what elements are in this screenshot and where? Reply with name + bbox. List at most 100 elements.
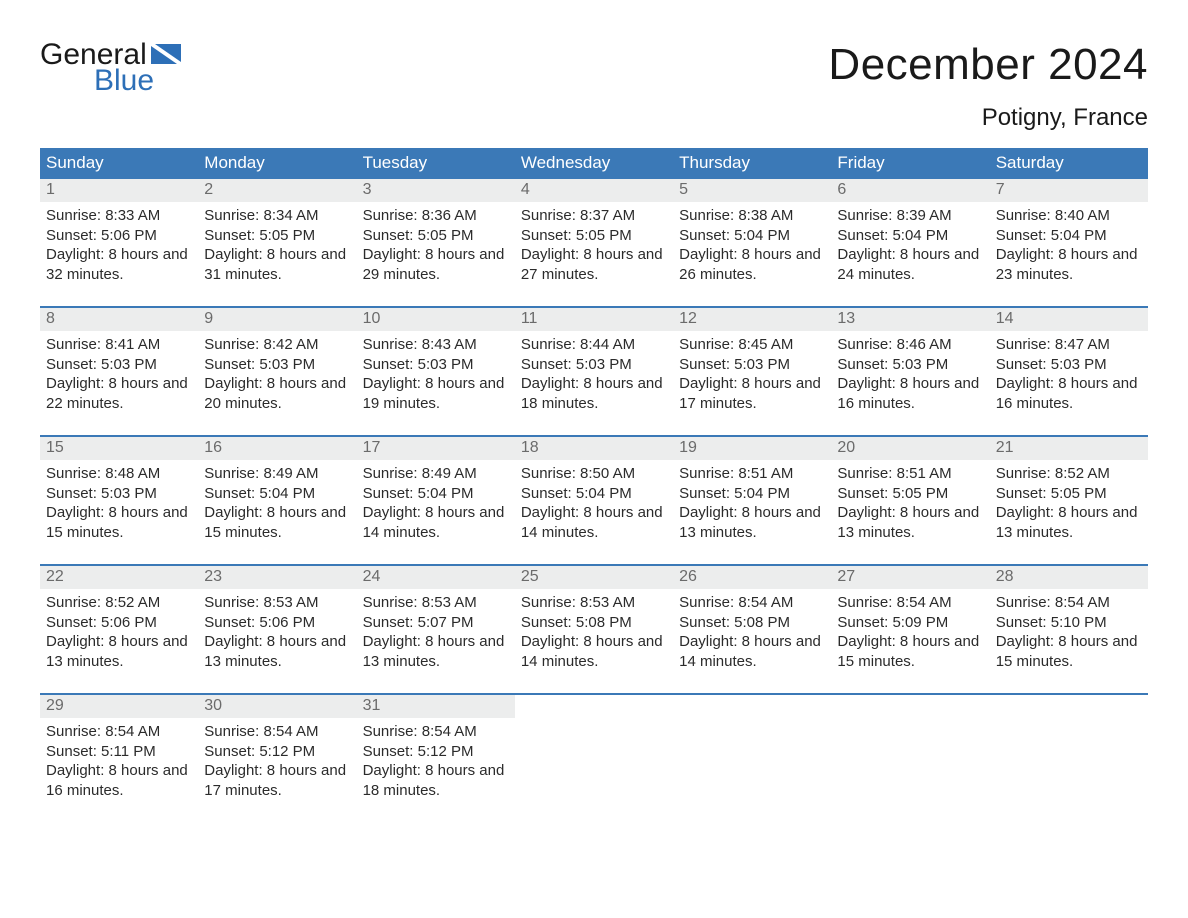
- day-number: 6: [831, 179, 989, 202]
- day-number: 23: [198, 566, 356, 589]
- sunset-line: Sunset: 5:11 PM: [46, 742, 192, 762]
- day-number: 31: [357, 695, 515, 718]
- day-details: Sunrise: 8:49 AMSunset: 5:04 PMDaylight:…: [198, 460, 356, 542]
- sunset-line: Sunset: 5:04 PM: [521, 484, 667, 504]
- sunrise-line: Sunrise: 8:33 AM: [46, 206, 192, 226]
- sunrise-line: Sunrise: 8:53 AM: [204, 593, 350, 613]
- day-header: Wednesday: [515, 148, 673, 179]
- day-details: Sunrise: 8:45 AMSunset: 5:03 PMDaylight:…: [673, 331, 831, 413]
- day-number: 22: [40, 566, 198, 589]
- day-number: 11: [515, 308, 673, 331]
- daylight-line: Daylight: 8 hours and 16 minutes.: [46, 761, 192, 800]
- sunrise-line: Sunrise: 8:34 AM: [204, 206, 350, 226]
- calendar-day: 17Sunrise: 8:49 AMSunset: 5:04 PMDayligh…: [357, 437, 515, 550]
- calendar-day: 30Sunrise: 8:54 AMSunset: 5:12 PMDayligh…: [198, 695, 356, 808]
- daylight-line: Daylight: 8 hours and 14 minutes.: [679, 632, 825, 671]
- calendar-day: 24Sunrise: 8:53 AMSunset: 5:07 PMDayligh…: [357, 566, 515, 679]
- day-number: 20: [831, 437, 989, 460]
- daylight-line: Daylight: 8 hours and 26 minutes.: [679, 245, 825, 284]
- day-details: Sunrise: 8:54 AMSunset: 5:11 PMDaylight:…: [40, 718, 198, 800]
- sunrise-line: Sunrise: 8:41 AM: [46, 335, 192, 355]
- daylight-line: Daylight: 8 hours and 18 minutes.: [521, 374, 667, 413]
- daylight-line: Daylight: 8 hours and 23 minutes.: [996, 245, 1142, 284]
- calendar-day: 8Sunrise: 8:41 AMSunset: 5:03 PMDaylight…: [40, 308, 198, 421]
- daylight-line: Daylight: 8 hours and 13 minutes.: [679, 503, 825, 542]
- calendar-day: 5Sunrise: 8:38 AMSunset: 5:04 PMDaylight…: [673, 179, 831, 292]
- daylight-line: Daylight: 8 hours and 13 minutes.: [837, 503, 983, 542]
- calendar-day: 15Sunrise: 8:48 AMSunset: 5:03 PMDayligh…: [40, 437, 198, 550]
- sunset-line: Sunset: 5:08 PM: [521, 613, 667, 633]
- sunrise-line: Sunrise: 8:54 AM: [679, 593, 825, 613]
- sunset-line: Sunset: 5:12 PM: [204, 742, 350, 762]
- calendar-day: [515, 695, 673, 808]
- location-label: Potigny, France: [828, 104, 1148, 132]
- sunset-line: Sunset: 5:05 PM: [837, 484, 983, 504]
- day-details: Sunrise: 8:50 AMSunset: 5:04 PMDaylight:…: [515, 460, 673, 542]
- sunset-line: Sunset: 5:03 PM: [837, 355, 983, 375]
- daylight-line: Daylight: 8 hours and 32 minutes.: [46, 245, 192, 284]
- calendar-day: [831, 695, 989, 808]
- day-number: 7: [990, 179, 1148, 202]
- day-number: 19: [673, 437, 831, 460]
- day-details: Sunrise: 8:53 AMSunset: 5:08 PMDaylight:…: [515, 589, 673, 671]
- day-number: 24: [357, 566, 515, 589]
- calendar-day: 31Sunrise: 8:54 AMSunset: 5:12 PMDayligh…: [357, 695, 515, 808]
- sunset-line: Sunset: 5:04 PM: [679, 484, 825, 504]
- daylight-line: Daylight: 8 hours and 15 minutes.: [46, 503, 192, 542]
- sunrise-line: Sunrise: 8:44 AM: [521, 335, 667, 355]
- day-details: Sunrise: 8:54 AMSunset: 5:12 PMDaylight:…: [198, 718, 356, 800]
- daylight-line: Daylight: 8 hours and 15 minutes.: [837, 632, 983, 671]
- daylight-line: Daylight: 8 hours and 19 minutes.: [363, 374, 509, 413]
- sunset-line: Sunset: 5:06 PM: [46, 613, 192, 633]
- day-details: Sunrise: 8:47 AMSunset: 5:03 PMDaylight:…: [990, 331, 1148, 413]
- sunset-line: Sunset: 5:03 PM: [204, 355, 350, 375]
- daylight-line: Daylight: 8 hours and 22 minutes.: [46, 374, 192, 413]
- calendar-day: 13Sunrise: 8:46 AMSunset: 5:03 PMDayligh…: [831, 308, 989, 421]
- sunrise-line: Sunrise: 8:38 AM: [679, 206, 825, 226]
- day-header: Saturday: [990, 148, 1148, 179]
- sunrise-line: Sunrise: 8:37 AM: [521, 206, 667, 226]
- daylight-line: Daylight: 8 hours and 13 minutes.: [46, 632, 192, 671]
- daylight-line: Daylight: 8 hours and 14 minutes.: [363, 503, 509, 542]
- sunrise-line: Sunrise: 8:52 AM: [996, 464, 1142, 484]
- sunrise-line: Sunrise: 8:39 AM: [837, 206, 983, 226]
- daylight-line: Daylight: 8 hours and 13 minutes.: [363, 632, 509, 671]
- sunset-line: Sunset: 5:05 PM: [521, 226, 667, 246]
- day-details: Sunrise: 8:41 AMSunset: 5:03 PMDaylight:…: [40, 331, 198, 413]
- day-details: Sunrise: 8:54 AMSunset: 5:12 PMDaylight:…: [357, 718, 515, 800]
- daylight-line: Daylight: 8 hours and 13 minutes.: [204, 632, 350, 671]
- day-header: Tuesday: [357, 148, 515, 179]
- day-number: 9: [198, 308, 356, 331]
- calendar-day: 1Sunrise: 8:33 AMSunset: 5:06 PMDaylight…: [40, 179, 198, 292]
- daylight-line: Daylight: 8 hours and 14 minutes.: [521, 503, 667, 542]
- sunrise-line: Sunrise: 8:45 AM: [679, 335, 825, 355]
- calendar-day: 25Sunrise: 8:53 AMSunset: 5:08 PMDayligh…: [515, 566, 673, 679]
- calendar-day: 29Sunrise: 8:54 AMSunset: 5:11 PMDayligh…: [40, 695, 198, 808]
- day-number: 12: [673, 308, 831, 331]
- daylight-line: Daylight: 8 hours and 15 minutes.: [996, 632, 1142, 671]
- day-details: Sunrise: 8:51 AMSunset: 5:04 PMDaylight:…: [673, 460, 831, 542]
- day-details: Sunrise: 8:38 AMSunset: 5:04 PMDaylight:…: [673, 202, 831, 284]
- day-details: Sunrise: 8:43 AMSunset: 5:03 PMDaylight:…: [357, 331, 515, 413]
- day-number: 14: [990, 308, 1148, 331]
- day-header: Monday: [198, 148, 356, 179]
- daylight-line: Daylight: 8 hours and 31 minutes.: [204, 245, 350, 284]
- daylight-line: Daylight: 8 hours and 20 minutes.: [204, 374, 350, 413]
- daylight-line: Daylight: 8 hours and 16 minutes.: [837, 374, 983, 413]
- sunrise-line: Sunrise: 8:54 AM: [363, 722, 509, 742]
- calendar-day: 10Sunrise: 8:43 AMSunset: 5:03 PMDayligh…: [357, 308, 515, 421]
- calendar-week: 29Sunrise: 8:54 AMSunset: 5:11 PMDayligh…: [40, 693, 1148, 808]
- day-details: Sunrise: 8:53 AMSunset: 5:06 PMDaylight:…: [198, 589, 356, 671]
- day-details: Sunrise: 8:46 AMSunset: 5:03 PMDaylight:…: [831, 331, 989, 413]
- calendar-week: 8Sunrise: 8:41 AMSunset: 5:03 PMDaylight…: [40, 306, 1148, 421]
- calendar-day: 21Sunrise: 8:52 AMSunset: 5:05 PMDayligh…: [990, 437, 1148, 550]
- calendar-day: 26Sunrise: 8:54 AMSunset: 5:08 PMDayligh…: [673, 566, 831, 679]
- sunset-line: Sunset: 5:03 PM: [46, 355, 192, 375]
- sunrise-line: Sunrise: 8:54 AM: [204, 722, 350, 742]
- day-number: 8: [40, 308, 198, 331]
- calendar-day: 14Sunrise: 8:47 AMSunset: 5:03 PMDayligh…: [990, 308, 1148, 421]
- calendar-day: 19Sunrise: 8:51 AMSunset: 5:04 PMDayligh…: [673, 437, 831, 550]
- daylight-line: Daylight: 8 hours and 17 minutes.: [204, 761, 350, 800]
- calendar-day: 27Sunrise: 8:54 AMSunset: 5:09 PMDayligh…: [831, 566, 989, 679]
- sunset-line: Sunset: 5:12 PM: [363, 742, 509, 762]
